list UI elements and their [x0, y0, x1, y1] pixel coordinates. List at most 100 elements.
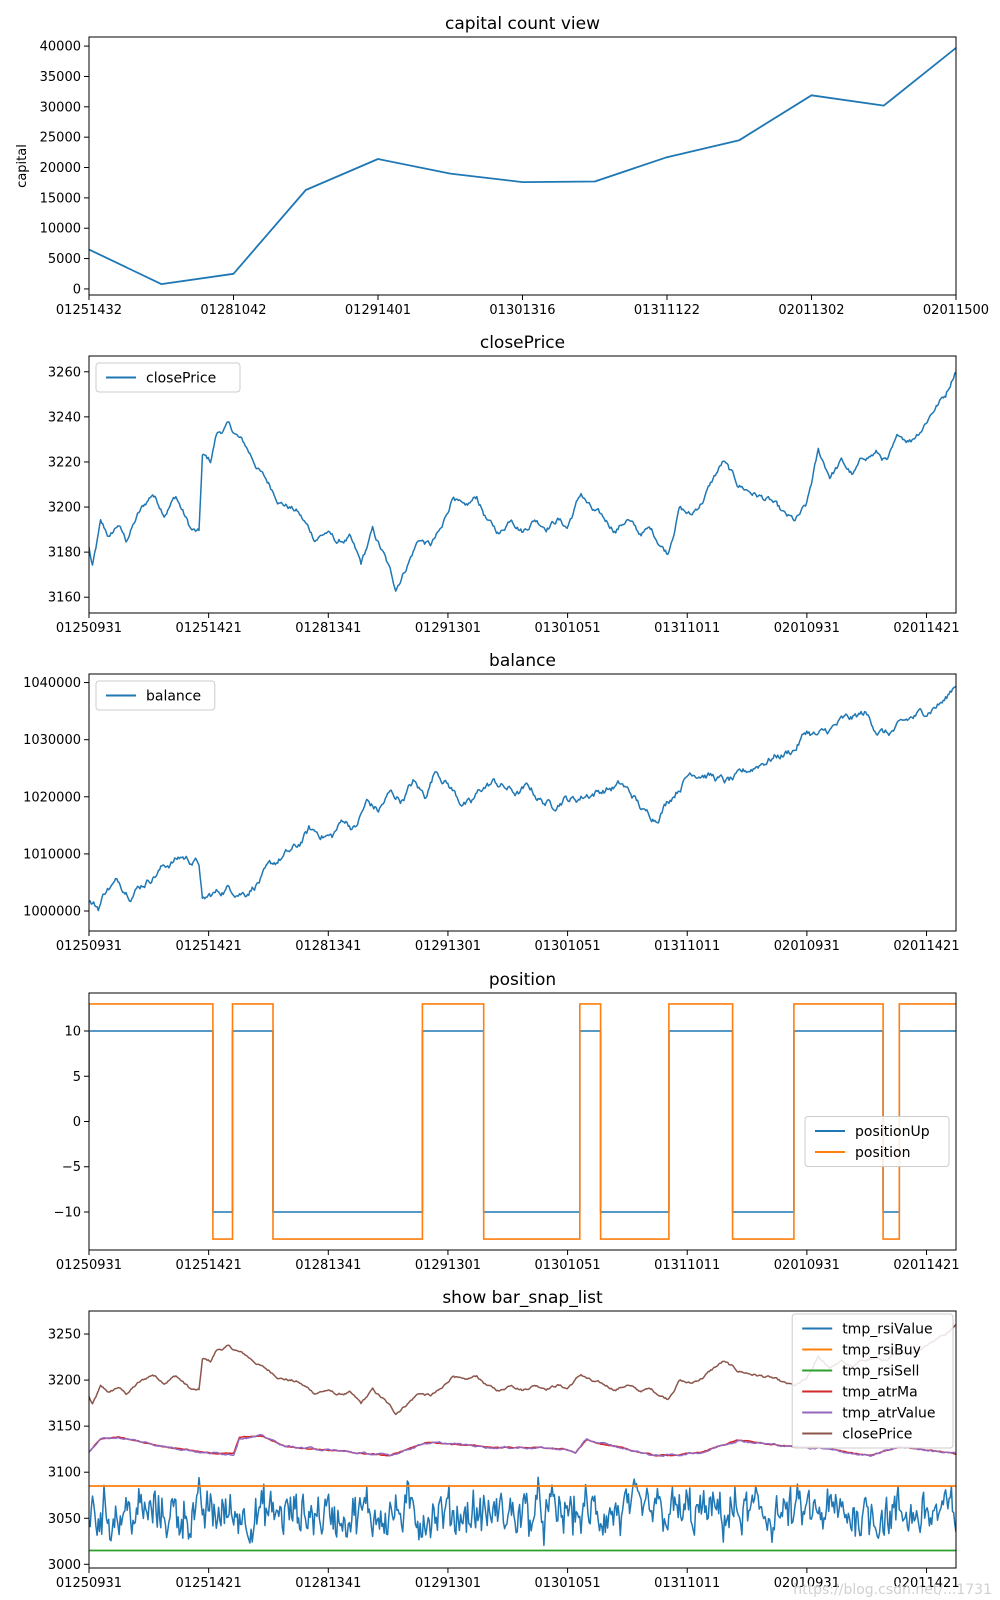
x-tick-label: 01251421 [176, 1258, 242, 1273]
legend-label: closePrice [842, 1427, 912, 1443]
y-tick-label: 3200 [48, 1374, 81, 1389]
x-tick-label: 01281341 [295, 939, 361, 954]
legend-label: tmp_rsiValue [842, 1322, 932, 1338]
x-tick-label: 01250931 [56, 939, 122, 954]
x-tick-label: 01291401 [345, 303, 411, 318]
chart-panel-2: balance 1000000 1010000 1020000 1030000 10400… [23, 651, 960, 954]
x-tick-label: 01291301 [415, 939, 481, 954]
y-tick-label: 10000 [40, 222, 81, 237]
y-tick-label: 35000 [40, 70, 81, 85]
x-tick-label: 02011500 [923, 303, 989, 318]
legend-box [791, 1313, 954, 1449]
y-tick-label: 3180 [48, 546, 81, 561]
x-tick-label: 02010931 [774, 621, 840, 636]
x-tick-label: 01301051 [534, 939, 600, 954]
y-tick-label: 1030000 [23, 733, 81, 748]
legend-label: position [855, 1145, 910, 1161]
x-tick-label: 01251421 [176, 939, 242, 954]
legend-label: balance [146, 689, 201, 705]
axes-frame [88, 1310, 957, 1569]
x-tick-label: 01250931 [56, 1576, 122, 1591]
y-tick-label: 3100 [48, 1466, 81, 1481]
legend-label: positionUp [855, 1124, 930, 1140]
x-tick-label: 01311011 [654, 939, 720, 954]
x-tick-label: 02010931 [774, 1258, 840, 1273]
chart-title: capital count view [445, 14, 600, 34]
x-tick-label: 01281042 [200, 303, 266, 318]
plot-area [89, 47, 956, 286]
y-tick-label: 1000000 [23, 905, 81, 920]
y-tick-label: 30000 [40, 100, 81, 115]
x-tick-label: 02010931 [774, 1576, 840, 1591]
chart-title: closePrice [480, 333, 565, 353]
series-line-balance [89, 685, 956, 912]
y-tick-label: 40000 [40, 40, 81, 55]
axes-frame [88, 355, 957, 614]
x-tick-label: 01301051 [534, 1576, 600, 1591]
chart-panel-4: show bar_snap_list 3000 3050 3100 3150 3200 32… [48, 1288, 960, 1591]
x-tick-label: 01281341 [295, 1576, 361, 1591]
x-tick-label: 01301051 [534, 621, 600, 636]
y-tick-label: 1010000 [23, 847, 81, 862]
y-tick-label: 1020000 [23, 790, 81, 805]
plot-area [89, 371, 956, 592]
y-tick-label: 3160 [48, 591, 81, 606]
x-tick-label: 02010931 [774, 939, 840, 954]
series-line-position [89, 1003, 956, 1240]
legend-box [95, 362, 241, 393]
y-tick-label: 25000 [40, 131, 81, 146]
x-tick-label: 01291301 [415, 1258, 481, 1273]
x-tick-label: 01291301 [415, 1576, 481, 1591]
legend: tmp_rsiValue tmp_rsiBuy tmp_rsiSell tmp_atr… [791, 1313, 954, 1449]
plot-area [89, 685, 956, 912]
x-tick-label: 02011421 [893, 621, 959, 636]
y-tick-label: 3200 [48, 501, 81, 516]
x-tick-label: 01311122 [634, 303, 700, 318]
x-tick-label: 01251421 [176, 1576, 242, 1591]
y-tick-label: 3250 [48, 1328, 81, 1343]
y-tick-label: 0 [73, 1115, 81, 1130]
x-tick-label: 02011421 [893, 939, 959, 954]
legend: closePrice [95, 362, 241, 393]
x-tick-label: 01251432 [56, 303, 122, 318]
x-tick-label: 01250931 [56, 621, 122, 636]
legend: positionUp position [804, 1116, 950, 1167]
y-tick-label: 3150 [48, 1420, 81, 1435]
y-tick-label: 5000 [48, 252, 81, 267]
y-tick-label: 5 [73, 1070, 81, 1085]
legend-label: closePrice [146, 371, 216, 387]
legend-label: tmp_atrMa [842, 1385, 918, 1401]
y-tick-label: 1040000 [23, 676, 81, 691]
x-tick-label: 01250931 [56, 1258, 122, 1273]
x-tick-label: 01311011 [654, 1576, 720, 1591]
chart-panel-0: capital count view 0 5000 10000 15000 20000 25… [15, 14, 989, 318]
legend-box [95, 680, 216, 711]
chart-title: position [489, 970, 556, 990]
x-tick-label: 01291301 [415, 621, 481, 636]
series-line-tmp-atrvalue [89, 1433, 956, 1458]
series-line-capital [89, 47, 956, 286]
y-tick-label: 15000 [40, 191, 81, 206]
y-tick-label: 3220 [48, 455, 81, 470]
y-tick-label: −5 [62, 1160, 81, 1175]
axes-frame [88, 36, 957, 296]
legend-label: tmp_atrValue [842, 1406, 935, 1422]
chart-panel-3: position −10 −5 0 5 10 01250931 01251421 0128134… [54, 970, 960, 1273]
chart-panel-1: closePrice 3160 3180 3200 3220 3240 3260 012509… [48, 333, 960, 636]
chart-title: show bar_snap_list [442, 1288, 603, 1308]
y-tick-label: 3050 [48, 1512, 81, 1527]
legend: balance [95, 680, 216, 711]
x-tick-label: 02011421 [893, 1576, 959, 1591]
y-tick-label: 10 [64, 1025, 81, 1040]
watermark: https://blog.csdn.net/...1731 [793, 1582, 992, 1598]
x-tick-label: 01311011 [654, 621, 720, 636]
axes-frame [88, 992, 957, 1251]
plot-area [89, 1003, 956, 1240]
series-line-tmp-rsivalue [89, 1476, 956, 1547]
y-tick-label: 3240 [48, 410, 81, 425]
y-tick-label: 0 [73, 282, 81, 297]
y-axis-label: capital [15, 144, 30, 188]
legend-label: tmp_rsiBuy [842, 1343, 921, 1359]
y-tick-label: −10 [54, 1205, 81, 1220]
